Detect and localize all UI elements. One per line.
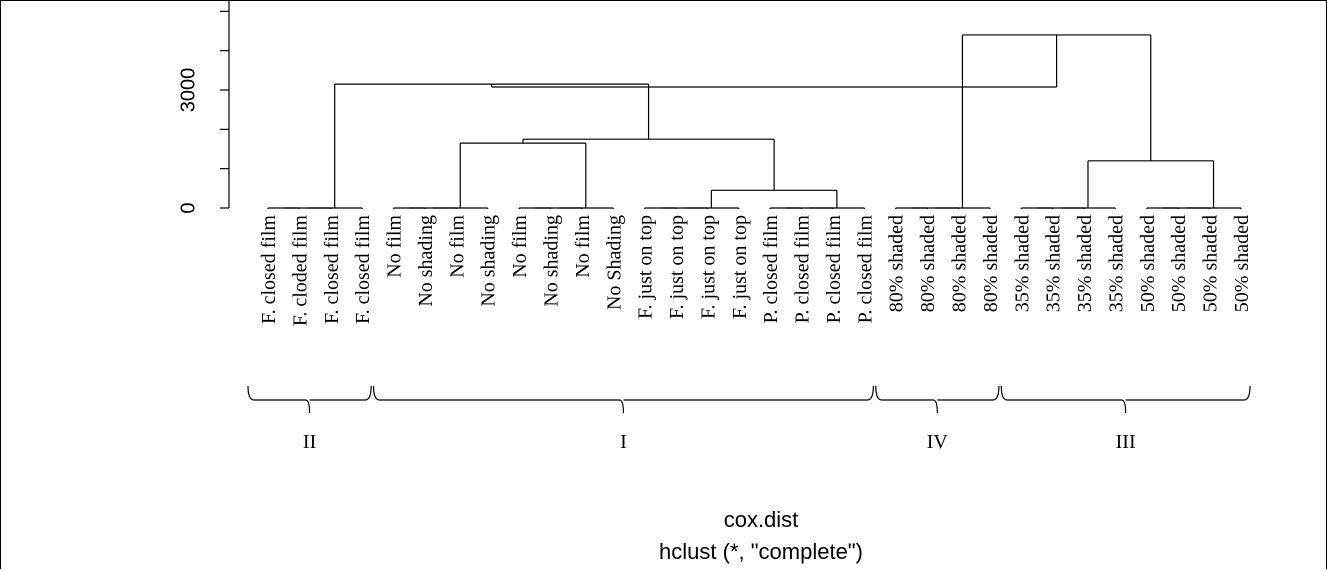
leaf-label: F. just on top [635,215,657,319]
leaf-label: 50% shaded [1200,215,1222,312]
group-label: II [303,431,316,453]
leaf-label: No film [572,215,594,278]
leaf-label: 35% shaded [1074,215,1096,312]
leaf-label: 35% shaded [1105,215,1127,312]
group-brackets: II I IV III [247,385,1251,453]
leaf-label: F. just on top [697,215,719,319]
leaf-label: P. closed film [854,215,876,324]
leaf-label: 35% shaded [1011,215,1033,312]
leaf-label: 50% shaded [1137,215,1159,312]
leaf-label: F. closed film [352,215,374,324]
y-tick-label: 3000 [177,68,199,113]
leaf-label: P. closed film [792,215,814,324]
leaf-label: F. just on top [729,215,751,319]
leaf-label: 80% shaded [949,215,971,312]
x-axis-label: cox.dist [724,507,799,532]
leaf-label: No shading [478,215,500,307]
leaf-label: P. closed film [823,215,845,324]
leaf-label: No shading [415,215,437,307]
dendrogram-tree [267,34,1242,209]
leaf-label: P. closed film [760,215,782,324]
leaf-label: No film [509,215,531,278]
leaf-label: No Shading [603,215,625,310]
method-subtitle: hclust (*, "complete") [659,539,863,564]
group-label: IV [927,431,949,453]
group-bracket [1000,385,1251,414]
leaf-label: F. cloded film [289,215,311,327]
leaf-label: 80% shaded [917,215,939,312]
leaf-label: No film [446,215,468,278]
y-axis: 0 3000 [177,1,230,214]
leaf-label: 50% shaded [1231,215,1253,312]
leaf-labels: F. closed film F. cloded film F. closed fi… [258,215,1253,327]
leaf-label: F. closed film [321,215,343,324]
leaf-label: 50% shaded [1168,215,1190,312]
group-bracket [875,385,1000,414]
y-tick-label: 0 [177,202,199,213]
group-bracket [372,385,874,414]
leaf-label: No film [384,215,406,278]
group-bracket [247,385,372,414]
leaf-label: 80% shaded [980,215,1002,312]
leaf-label: F. just on top [666,215,688,319]
leaf-label: 80% shaded [886,215,908,312]
leaf-label: 35% shaded [1043,215,1065,312]
group-label: I [620,431,627,453]
group-label: III [1116,431,1136,453]
leaf-label: F. closed film [258,215,280,324]
leaf-label: No shading [540,215,562,307]
